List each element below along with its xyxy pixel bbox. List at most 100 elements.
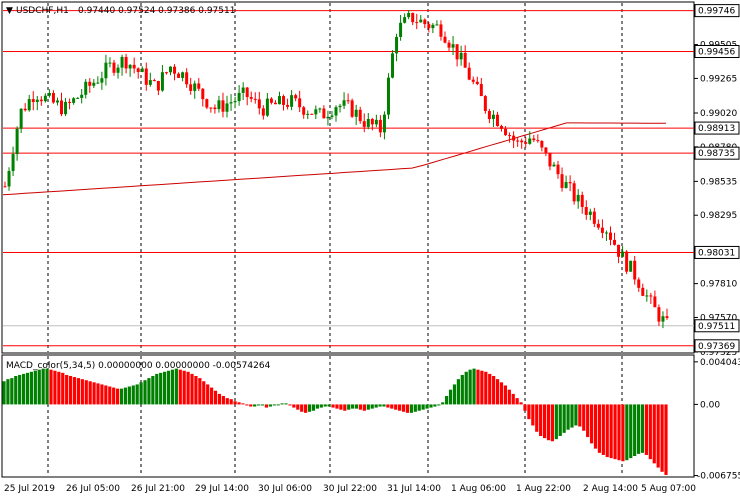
ma-line [2, 122, 667, 196]
macd-bar [476, 369, 480, 405]
candle-body [76, 97, 80, 99]
macd-bar [190, 373, 194, 405]
macd-bar [433, 404, 437, 407]
candle-body [64, 101, 68, 115]
macd-bar [617, 404, 621, 461]
candle-body [500, 126, 503, 129]
macd-bar [147, 378, 151, 405]
candle-body [544, 147, 548, 153]
macd-bar [597, 404, 602, 453]
level-label-box [694, 45, 740, 59]
macd-bar [550, 404, 555, 442]
macd-bar [468, 369, 472, 405]
candle-body [173, 66, 177, 74]
macd-bar [96, 383, 100, 405]
macd-bar [112, 387, 116, 405]
macd-bar [625, 404, 629, 461]
macd-bar [633, 404, 637, 456]
candle-body [487, 111, 491, 120]
time-tick-label: 1 Aug 06:00 [451, 484, 506, 494]
candle-body [11, 154, 15, 171]
candle-body [608, 232, 612, 240]
candle-body [152, 80, 156, 82]
macd-bar [578, 404, 582, 427]
macd-bar [535, 404, 539, 432]
macd-bar [151, 376, 155, 405]
time-tick-label: 26 Jul 05:00 [66, 484, 120, 494]
candle-body [128, 64, 132, 69]
candle-body [431, 24, 435, 29]
macd-bar [115, 388, 120, 405]
macd-bar [386, 404, 390, 408]
candle-body [120, 56, 124, 68]
macd-bar [472, 368, 476, 405]
time-tick-label: 25 Jul 2019 [4, 484, 55, 494]
candle-body [584, 207, 588, 215]
macd-bar [644, 404, 649, 455]
macd-bar [249, 404, 253, 407]
candle-body [403, 17, 407, 23]
candle-body [136, 68, 140, 72]
macd-bar [499, 382, 504, 405]
level-label-box [694, 339, 740, 353]
candle-body [273, 102, 277, 105]
macd-bar [166, 370, 171, 405]
candle-body [189, 84, 193, 91]
macd-bar [605, 404, 609, 458]
candle-body [407, 12, 411, 18]
candle-body [378, 119, 382, 133]
macd-bar [182, 370, 186, 405]
macd-bar [593, 404, 598, 449]
candle-body [540, 140, 544, 148]
time-tick-label: 1 Aug 22:00 [516, 484, 571, 494]
macd-bar [358, 404, 363, 410]
macd-bar [163, 371, 167, 405]
macd-bar [108, 386, 112, 405]
candle-body [645, 295, 649, 297]
candle-body [314, 109, 318, 115]
candle-body [23, 108, 27, 111]
candle-body [3, 186, 7, 188]
candle-body [491, 114, 495, 120]
candle-body [169, 66, 172, 73]
candle-body [338, 105, 342, 108]
price-axis: 0.995050.992650.990200.987800.985350.982… [694, 4, 740, 482]
macd-bar [660, 404, 664, 472]
macd-bar [586, 404, 590, 438]
macd-bar [127, 386, 131, 405]
collapse-triangle-icon[interactable]: ▼ [6, 6, 13, 16]
macd-bar [562, 404, 566, 433]
candle-body [479, 83, 483, 97]
candle-body [253, 98, 257, 100]
macd-bar [664, 404, 668, 475]
candle-body [221, 100, 225, 112]
macd-bar [304, 404, 308, 413]
candle-body [245, 87, 249, 98]
level-label: 0.98735 [698, 149, 735, 159]
time-tick-label: 5 Aug 07:00 [641, 484, 696, 494]
macd-bar [257, 404, 261, 406]
candle-body [665, 316, 669, 318]
macd-bar [311, 404, 316, 411]
candle-body [144, 68, 148, 85]
macd-bar [640, 404, 645, 453]
candle-body [286, 104, 290, 107]
macd-bar [272, 404, 276, 406]
candle-body [370, 118, 374, 125]
macd-bar [437, 404, 441, 406]
macd-bar [198, 378, 202, 405]
macd-bar [37, 369, 41, 405]
macd-bar [80, 379, 84, 405]
macd-bar [229, 399, 233, 405]
macd-bar [648, 404, 652, 460]
macd-bar [315, 404, 319, 409]
macd-bar [398, 404, 402, 411]
macd-bar [409, 404, 413, 413]
candle-body [580, 194, 584, 208]
macd-bar [382, 404, 386, 407]
macd-bar [327, 404, 331, 407]
candle-body [27, 99, 31, 111]
level-label-box [694, 245, 740, 259]
candle-body [572, 183, 576, 202]
candle-body [100, 78, 104, 83]
